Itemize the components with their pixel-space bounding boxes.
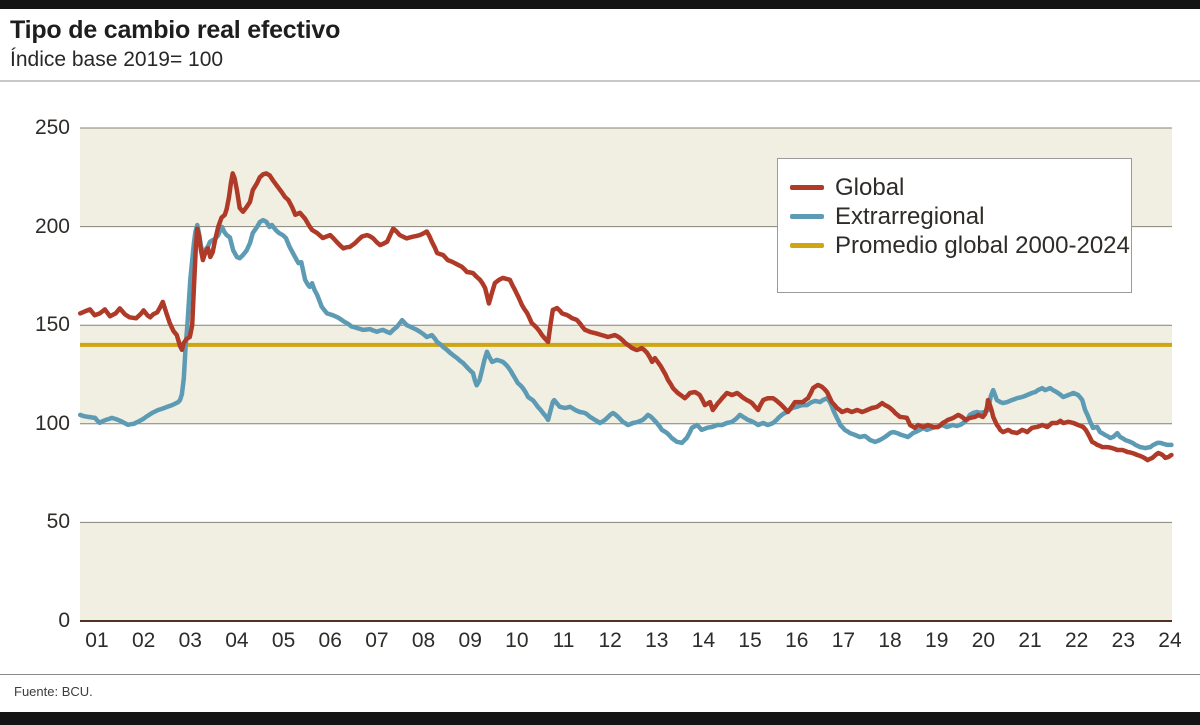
x-tick-label: 16: [785, 629, 809, 652]
page-subtitle: Índice base 2019= 100: [10, 48, 224, 71]
y-tick-label: 100: [34, 411, 70, 435]
legend-item-global: Global: [790, 173, 1131, 202]
x-tick-label: 14: [691, 629, 716, 652]
x-tick-label: 04: [225, 629, 249, 652]
y-tick-label: 250: [34, 116, 70, 139]
x-tick-label: 03: [178, 629, 202, 652]
x-tick-label: 21: [1018, 629, 1042, 652]
promedio-line-swatch: [790, 243, 824, 248]
plot-band: [80, 522, 1172, 621]
x-tick-label: 15: [738, 629, 762, 652]
x-tick-label: 06: [318, 629, 342, 652]
source-note: Fuente: BCU.: [14, 684, 93, 699]
x-tick-label: 11: [552, 629, 575, 652]
plot-band: [80, 325, 1172, 424]
x-tick-label: 01: [85, 629, 109, 652]
x-tick-label: 13: [645, 629, 669, 652]
x-tick-label: 12: [598, 629, 622, 652]
legend-item-extrarregional: Extrarregional: [790, 202, 1131, 231]
page-title: Tipo de cambio real efectivo: [10, 16, 341, 44]
legend-item-promedio: Promedio global 2000-2024: [790, 231, 1131, 260]
x-tick-label: 07: [365, 629, 389, 652]
legend-label-promedio: Promedio global 2000-2024: [835, 231, 1130, 259]
x-tick-label: 05: [271, 629, 296, 652]
x-tick-label: 09: [458, 629, 482, 652]
top-rule: [0, 0, 1200, 9]
bottom-rule: [0, 712, 1200, 725]
x-tick-label: 24: [1158, 629, 1182, 652]
y-tick-label: 200: [34, 214, 70, 238]
x-tick-label: 22: [1065, 629, 1089, 652]
legend-label-global: Global: [835, 173, 905, 201]
series-extrarregional-line: [77, 217, 1174, 451]
x-tick-label: 23: [1111, 629, 1135, 652]
legend-label-extrarregional: Extrarregional: [835, 202, 985, 230]
global-line-swatch: [790, 185, 824, 190]
x-tick-label: 20: [971, 629, 996, 652]
extrarregional-line-swatch: [790, 214, 824, 219]
header-divider: [0, 80, 1200, 82]
series-global-line: [77, 171, 1174, 463]
y-tick-label: 0: [58, 609, 70, 632]
y-tick-label: 50: [46, 510, 70, 534]
x-tick-label: 08: [411, 629, 436, 652]
footer-divider: [0, 674, 1200, 675]
y-tick-label: 150: [34, 313, 70, 337]
x-tick-label: 02: [131, 629, 156, 652]
x-tick-label: 19: [925, 629, 949, 652]
x-tick-label: 10: [505, 629, 529, 652]
x-tick-label: 17: [831, 629, 856, 652]
x-tick-label: 18: [878, 629, 902, 652]
legend: Global Extrarregional Promedio global 20…: [777, 158, 1132, 293]
